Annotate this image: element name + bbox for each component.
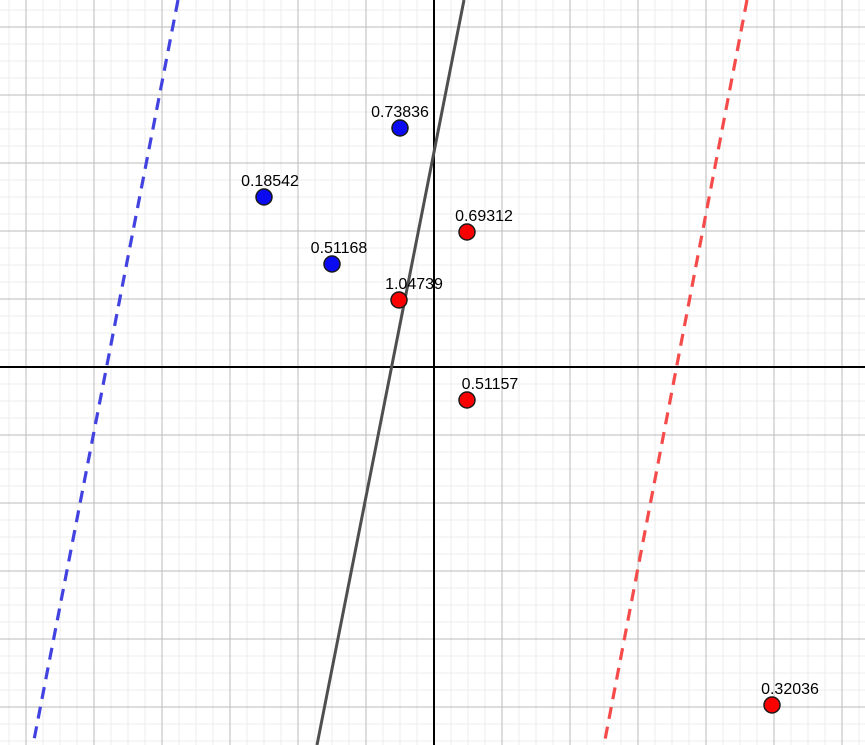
point-label: 0.51157	[462, 376, 519, 393]
point-label: 0.73836	[371, 104, 429, 121]
point-label: 1.04739	[385, 276, 443, 293]
data-point-blue[interactable]	[255, 188, 273, 206]
data-point-blue[interactable]	[323, 255, 341, 273]
solid-line[interactable]	[315, 0, 466, 745]
point-label: 0.18542	[241, 173, 299, 190]
data-point-red[interactable]	[458, 223, 476, 241]
data-point-red[interactable]	[763, 696, 781, 714]
point-label: 0.32036	[761, 681, 819, 698]
data-point-red[interactable]	[458, 391, 476, 409]
data-point-blue[interactable]	[391, 119, 409, 137]
point-label: 0.69312	[455, 208, 513, 225]
data-point-red[interactable]	[390, 291, 408, 309]
point-label: 0.51168	[311, 240, 368, 257]
blue-dashed-line[interactable]	[31, 0, 180, 745]
red-dashed-line[interactable]	[602, 0, 749, 745]
